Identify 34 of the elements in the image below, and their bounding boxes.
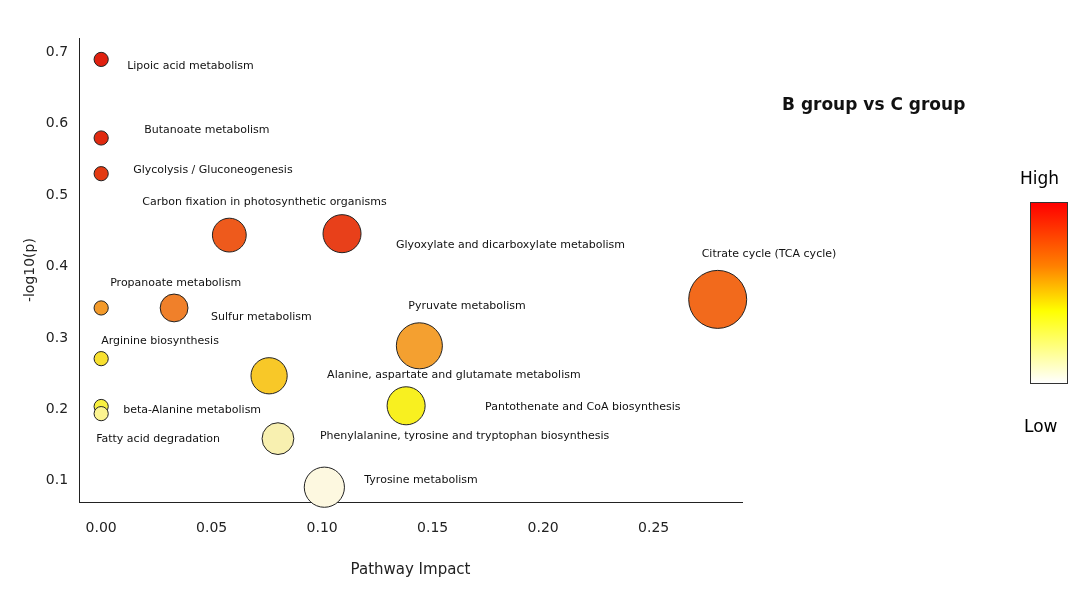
annotation: Arginine biosynthesis [101,333,220,347]
x-tick-label: 0.00 [85,519,117,536]
annotation: Lipoic acid metabolism [127,59,254,73]
y-tick-label: 0.1 [45,471,69,488]
annotation: Carbon fixation in photosynthetic organisms [142,194,387,208]
x-tick-label: 0.10 [306,519,338,536]
annotation: Pyruvate metabolism [408,298,526,312]
annotation: Fatty acid degradation [96,431,220,445]
annotation: Propanoate metabolism [110,275,242,289]
annotation: Alanine, aspartate and glutamate metabolism [327,367,581,381]
y-tick-label: 0.5 [45,185,69,202]
annotation: Glyoxylate and dicarboxylate metabolism [396,237,626,251]
x-axis-title: Pathway Impact [350,559,471,578]
annotation: Citrate cycle (TCA cycle) [701,247,837,261]
annotation: Sulfur metabolism [211,309,312,323]
annotation: Butanoate metabolism [144,122,270,136]
y-tick-label: 0.2 [45,400,69,416]
y-tick-label: 0.7 [45,42,69,59]
x-tick-label: 0.15 [417,519,449,536]
y-tick-label: 0.6 [45,114,69,131]
x-tick-label: 0.25 [638,519,670,536]
x-tick-label: 0.20 [527,519,559,536]
annotation: Glycolysis / Gluconeogenesis [133,162,293,176]
text: Low [1024,416,1058,436]
annotation: Pantothenate and CoA biosynthesis [485,399,681,413]
y-tick-label: 0.3 [45,328,69,345]
annotation: beta-Alanine metabolism [123,403,262,417]
annotation: Phenylalanine, tyrosine and tryptophan biosynthesis [319,429,610,443]
text: B group vs C group [782,94,966,115]
y-tick-label: 0.4 [45,257,69,274]
annotation: Tyrosine metabolism [363,473,478,487]
x-tick-label: 0.05 [196,519,228,536]
text: High [1020,168,1060,188]
y-axis-title: -log10(p) [21,238,38,303]
